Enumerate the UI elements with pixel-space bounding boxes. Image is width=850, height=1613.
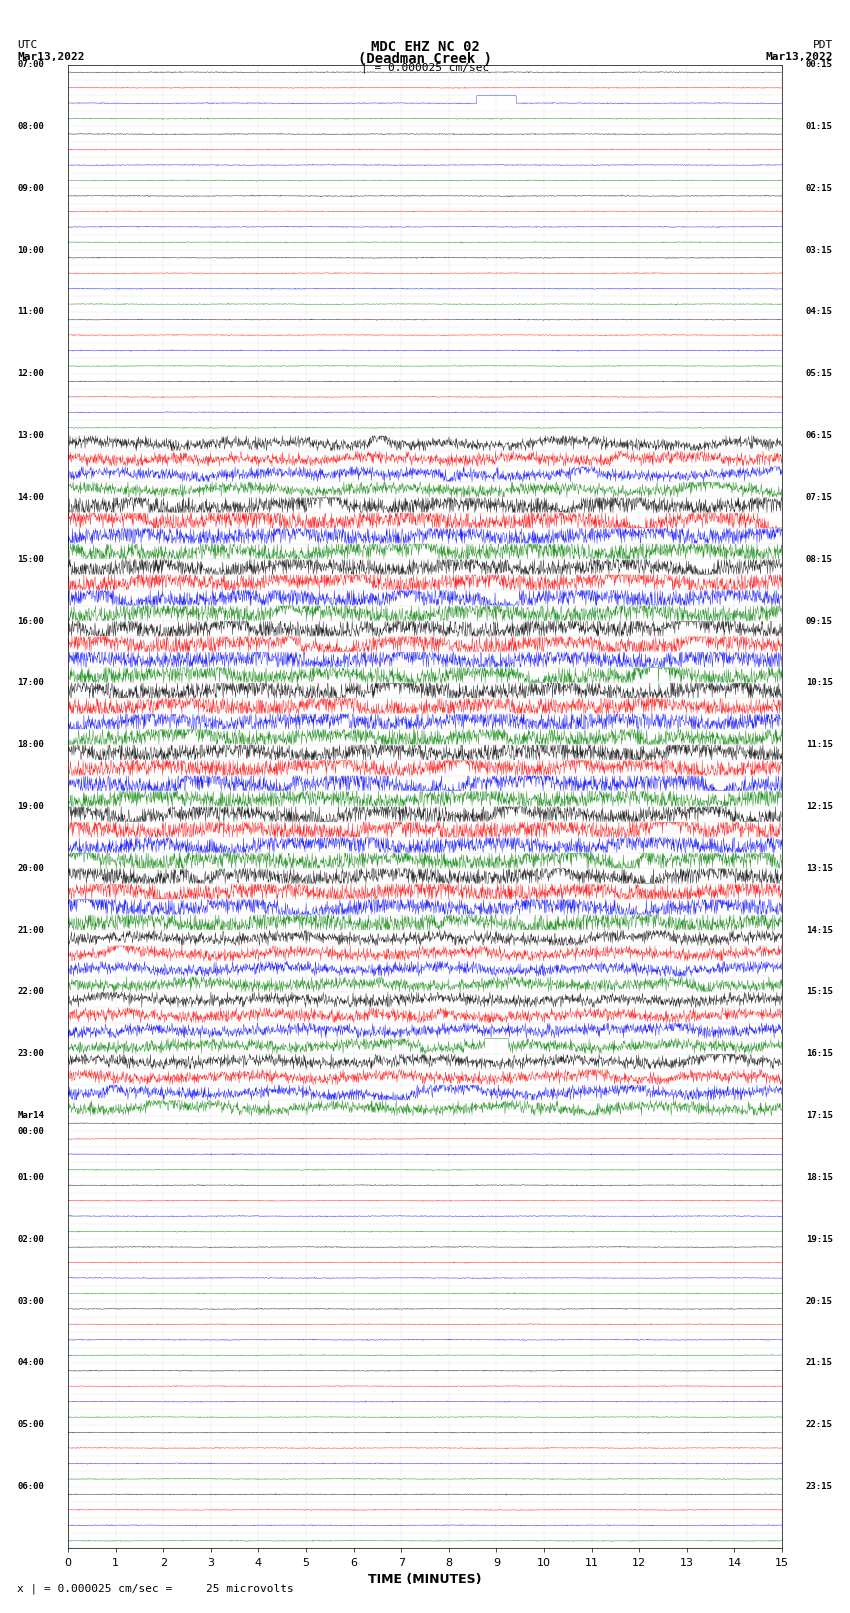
Text: x | = 0.000025 cm/sec =     25 microvolts: x | = 0.000025 cm/sec = 25 microvolts bbox=[17, 1582, 294, 1594]
Text: 18:00: 18:00 bbox=[17, 740, 44, 748]
Text: 03:15: 03:15 bbox=[806, 245, 833, 255]
Text: 20:15: 20:15 bbox=[806, 1297, 833, 1305]
Text: 00:15: 00:15 bbox=[806, 60, 833, 69]
Text: 21:00: 21:00 bbox=[17, 926, 44, 934]
Text: MDC EHZ NC 02: MDC EHZ NC 02 bbox=[371, 40, 479, 55]
Text: 00:00: 00:00 bbox=[17, 1126, 44, 1136]
Text: 23:00: 23:00 bbox=[17, 1050, 44, 1058]
Text: 07:00: 07:00 bbox=[17, 60, 44, 69]
Text: 02:15: 02:15 bbox=[806, 184, 833, 192]
Text: Mar13,2022: Mar13,2022 bbox=[766, 52, 833, 61]
Text: 10:00: 10:00 bbox=[17, 245, 44, 255]
Text: 04:00: 04:00 bbox=[17, 1358, 44, 1368]
Text: 13:00: 13:00 bbox=[17, 431, 44, 440]
Text: (Deadman Creek ): (Deadman Creek ) bbox=[358, 52, 492, 66]
Text: 13:15: 13:15 bbox=[806, 865, 833, 873]
Text: 15:00: 15:00 bbox=[17, 555, 44, 563]
Text: 16:00: 16:00 bbox=[17, 616, 44, 626]
Text: 23:15: 23:15 bbox=[806, 1482, 833, 1490]
Text: 01:00: 01:00 bbox=[17, 1173, 44, 1182]
Text: 09:00: 09:00 bbox=[17, 184, 44, 192]
Text: 17:00: 17:00 bbox=[17, 679, 44, 687]
Text: 14:15: 14:15 bbox=[806, 926, 833, 934]
Text: 22:15: 22:15 bbox=[806, 1421, 833, 1429]
Text: 09:15: 09:15 bbox=[806, 616, 833, 626]
Text: Mar13,2022: Mar13,2022 bbox=[17, 52, 84, 61]
Text: 22:00: 22:00 bbox=[17, 987, 44, 997]
Text: 02:00: 02:00 bbox=[17, 1236, 44, 1244]
Text: 10:15: 10:15 bbox=[806, 679, 833, 687]
Text: 03:00: 03:00 bbox=[17, 1297, 44, 1305]
Text: 12:15: 12:15 bbox=[806, 802, 833, 811]
Text: 08:00: 08:00 bbox=[17, 123, 44, 131]
X-axis label: TIME (MINUTES): TIME (MINUTES) bbox=[368, 1573, 482, 1586]
Text: 20:00: 20:00 bbox=[17, 865, 44, 873]
Text: 21:15: 21:15 bbox=[806, 1358, 833, 1368]
Text: 14:00: 14:00 bbox=[17, 494, 44, 502]
Text: | = 0.000025 cm/sec: | = 0.000025 cm/sec bbox=[361, 63, 489, 74]
Text: 15:15: 15:15 bbox=[806, 987, 833, 997]
Text: 19:00: 19:00 bbox=[17, 802, 44, 811]
Text: 08:15: 08:15 bbox=[806, 555, 833, 563]
Text: PDT: PDT bbox=[813, 40, 833, 50]
Text: UTC: UTC bbox=[17, 40, 37, 50]
Text: 12:00: 12:00 bbox=[17, 369, 44, 377]
Text: 06:00: 06:00 bbox=[17, 1482, 44, 1490]
Text: 07:15: 07:15 bbox=[806, 494, 833, 502]
Text: 06:15: 06:15 bbox=[806, 431, 833, 440]
Text: 17:15: 17:15 bbox=[806, 1111, 833, 1119]
Text: Mar14: Mar14 bbox=[17, 1111, 44, 1119]
Text: 01:15: 01:15 bbox=[806, 123, 833, 131]
Text: 16:15: 16:15 bbox=[806, 1050, 833, 1058]
Text: 04:15: 04:15 bbox=[806, 308, 833, 316]
Text: 05:00: 05:00 bbox=[17, 1421, 44, 1429]
Text: 18:15: 18:15 bbox=[806, 1173, 833, 1182]
Text: 11:00: 11:00 bbox=[17, 308, 44, 316]
Text: 05:15: 05:15 bbox=[806, 369, 833, 377]
Text: 11:15: 11:15 bbox=[806, 740, 833, 748]
Text: 19:15: 19:15 bbox=[806, 1236, 833, 1244]
